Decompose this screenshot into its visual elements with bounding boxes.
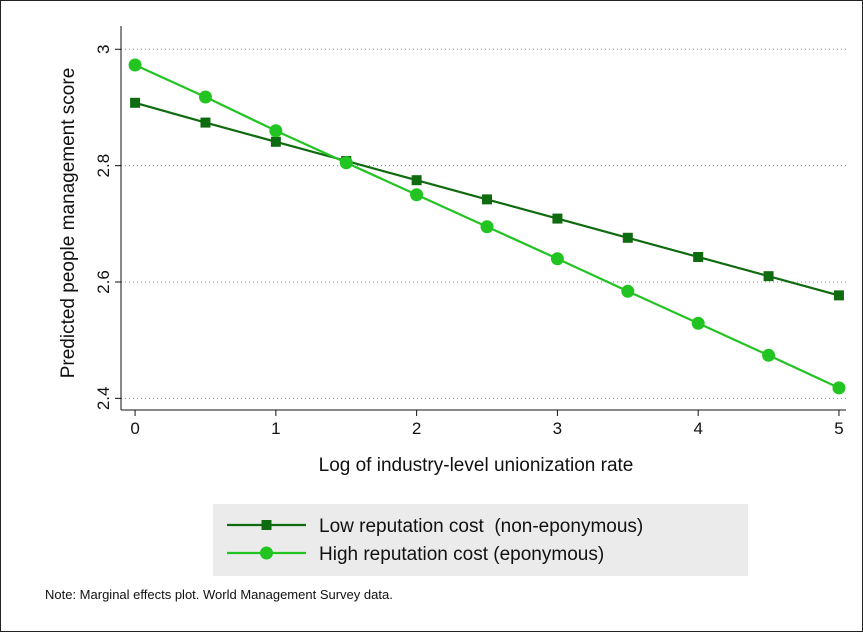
x-tick-label: 4 xyxy=(693,419,702,438)
data-point-square xyxy=(270,136,281,147)
data-point-square xyxy=(552,213,563,224)
x-tick-label: 3 xyxy=(553,419,562,438)
data-point-square xyxy=(693,251,704,262)
x-tick-label: 5 xyxy=(834,419,843,438)
data-point-circle xyxy=(762,348,776,362)
y-tick-label: 2.6 xyxy=(94,270,113,294)
x-tick-label: 0 xyxy=(130,419,139,438)
data-point-circle xyxy=(410,188,424,202)
x-axis-label: Log of industry-level unionization rate xyxy=(319,455,634,476)
y-tick-label: 2.4 xyxy=(94,387,113,411)
data-point-square xyxy=(833,290,844,301)
legend-marker-circle xyxy=(260,546,273,560)
data-point-circle xyxy=(269,124,283,138)
legend-marker-square xyxy=(261,520,272,530)
legend: Low reputation cost (non-eponymous) High … xyxy=(213,504,748,576)
data-point-circle xyxy=(691,316,705,330)
note-text: Note: Marginal effects plot. World Manag… xyxy=(45,587,393,602)
data-point-circle xyxy=(621,284,635,298)
legend-label: High reputation cost (eponymous) xyxy=(319,544,604,565)
legend-box xyxy=(213,504,748,576)
data-point-circle xyxy=(198,90,212,104)
data-point-circle xyxy=(339,156,353,170)
x-axis: 0 1 2 3 4 5 xyxy=(121,409,846,438)
data-point-square xyxy=(763,271,774,282)
x-tick-label: 2 xyxy=(412,419,421,438)
x-tick-label: 1 xyxy=(271,419,280,438)
data-point-square xyxy=(622,232,633,243)
y-tick-label: 3 xyxy=(94,45,113,54)
y-tick-label: 2.8 xyxy=(94,154,113,178)
legend-label: Low reputation cost (non-eponymous) xyxy=(319,516,643,537)
y-axis-label: Predicted people management score xyxy=(58,68,79,379)
y-axis: 2.4 2.6 2.8 3 xyxy=(94,26,122,411)
series-layer xyxy=(128,58,846,395)
grid xyxy=(121,48,846,399)
data-point-circle xyxy=(480,220,494,234)
data-point-square xyxy=(411,175,422,186)
data-point-circle xyxy=(832,381,846,395)
data-point-square xyxy=(482,194,493,205)
data-point-square xyxy=(200,117,211,128)
data-point-circle xyxy=(128,58,142,72)
data-point-square xyxy=(130,97,141,108)
data-point-circle xyxy=(550,252,564,266)
